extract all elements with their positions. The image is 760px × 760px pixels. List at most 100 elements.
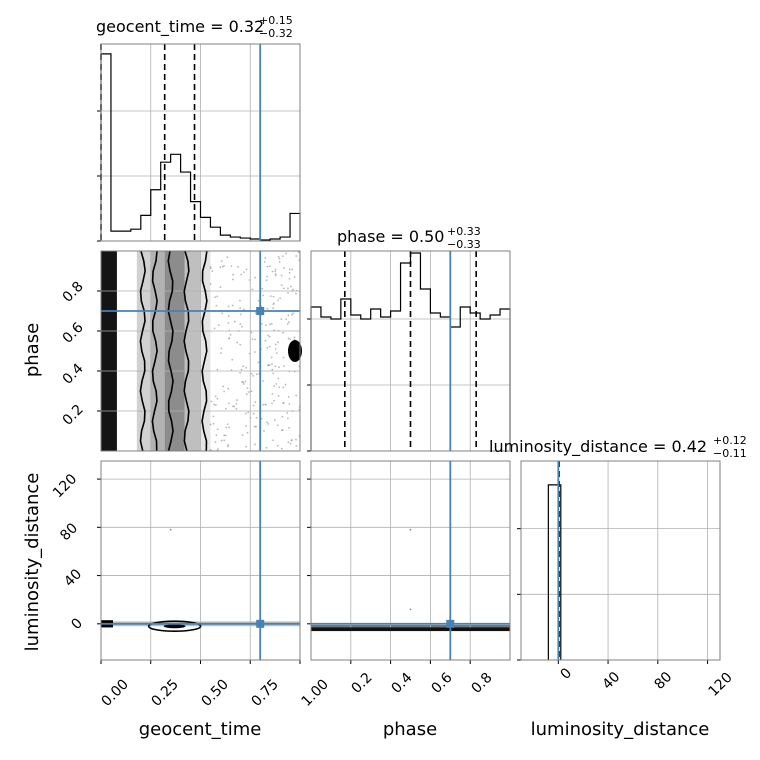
scatter-point	[287, 441, 290, 444]
scatter-point	[262, 294, 265, 297]
scatter-point	[272, 307, 275, 310]
scatter-point	[213, 327, 216, 330]
scatter-point	[272, 399, 275, 402]
scatter-point	[217, 448, 219, 451]
scatter-point	[228, 402, 230, 405]
scatter-point	[245, 393, 248, 396]
scatter-point	[215, 404, 217, 406]
scatter-point	[288, 426, 290, 429]
scatter-point	[274, 343, 277, 346]
scatter-point	[278, 386, 281, 389]
scatter-point	[247, 411, 250, 414]
title-phase-minus: −0.33	[447, 238, 481, 251]
scatter-point	[252, 374, 254, 377]
scatter-point	[227, 315, 230, 317]
scatter-point	[262, 403, 265, 406]
xtick-label: 0.00	[99, 676, 132, 709]
xtick-label: 0.4	[389, 670, 416, 697]
scatter-point	[221, 265, 224, 268]
scatter-point	[271, 393, 274, 395]
scatter-point	[262, 379, 264, 382]
contour-line	[151, 250, 158, 452]
scatter-point	[217, 324, 220, 327]
scatter-point	[269, 323, 271, 326]
scatter-point	[241, 325, 243, 328]
title-geocent-time-minus: −0.32	[259, 27, 293, 40]
panel-frame	[100, 43, 301, 242]
scatter-point	[277, 341, 279, 344]
scatter-point	[280, 274, 283, 277]
xlabel-luminosity-distance: luminosity_distance	[531, 719, 710, 740]
scatter-point	[278, 366, 280, 368]
scatter-point	[227, 305, 230, 308]
scatter-point	[272, 439, 274, 442]
scatter-point	[287, 337, 290, 340]
scatter-point	[245, 268, 248, 271]
scatter-point	[254, 443, 256, 446]
density-band	[200, 251, 211, 451]
scatter-point	[255, 416, 258, 419]
ytick-label: 80	[57, 520, 81, 544]
scatter-point	[251, 288, 254, 291]
scatter-point	[229, 333, 232, 336]
scatter-point	[274, 365, 277, 368]
panel-frame	[520, 460, 721, 661]
contour-line	[147, 620, 202, 633]
ytick-label: 0.8	[60, 279, 87, 306]
scatter-point	[291, 268, 294, 271]
scatter-point	[244, 412, 247, 415]
scatter-point	[265, 324, 267, 327]
scatter-point	[212, 415, 215, 418]
scatter-point	[279, 297, 281, 300]
scatter-point	[282, 331, 285, 334]
frames-layer	[97, 43, 721, 664]
scatter-point	[409, 528, 412, 531]
scatter-point	[254, 312, 257, 315]
scatter-point	[231, 278, 234, 281]
contour-line	[167, 250, 174, 452]
scatter-point	[210, 400, 213, 403]
scatter-point	[220, 352, 222, 355]
scatter-point	[290, 439, 293, 442]
scatter-point	[291, 313, 293, 316]
scatter-point	[253, 425, 256, 428]
scatter-point	[297, 251, 300, 254]
panel-frame	[310, 250, 511, 452]
scatter-point	[227, 322, 230, 324]
scatter-point	[214, 395, 217, 398]
histogram-geocent_time	[100, 53, 301, 241]
scatter-point	[213, 403, 216, 406]
scatter-point	[241, 434, 244, 437]
scatter-point	[293, 276, 296, 278]
scatter-point	[246, 431, 249, 434]
scatter-point	[232, 273, 235, 276]
density-band	[101, 251, 117, 451]
scatter-point	[223, 390, 226, 393]
scatter-point	[247, 391, 250, 393]
scatter-point	[271, 402, 273, 405]
scatter-point	[239, 299, 241, 302]
scatter-point	[260, 417, 263, 420]
scatter-point	[277, 256, 280, 258]
scatter-point	[235, 407, 238, 410]
scatter-point	[286, 412, 289, 414]
scatter-point	[246, 387, 249, 390]
scatter-point	[266, 265, 269, 268]
scatter-point	[235, 402, 238, 405]
scatter-point	[282, 356, 285, 359]
scatter-point	[269, 265, 271, 268]
scatter-point	[288, 338, 291, 341]
title-phase-plus: +0.33	[447, 225, 481, 238]
scatter-point	[209, 265, 212, 268]
title-luminosity-distance-minus: −0.11	[713, 447, 747, 460]
density-band	[136, 251, 151, 451]
density-layer	[101, 251, 510, 632]
scatter-point	[287, 395, 290, 398]
scatter-point	[269, 295, 272, 298]
yticks-luminosity-distance: 0 40 80 120	[50, 471, 86, 633]
scatter-point	[239, 371, 241, 374]
scatter-point	[284, 383, 287, 386]
xtick-label: 120	[706, 670, 736, 700]
scatter-point	[288, 268, 291, 271]
